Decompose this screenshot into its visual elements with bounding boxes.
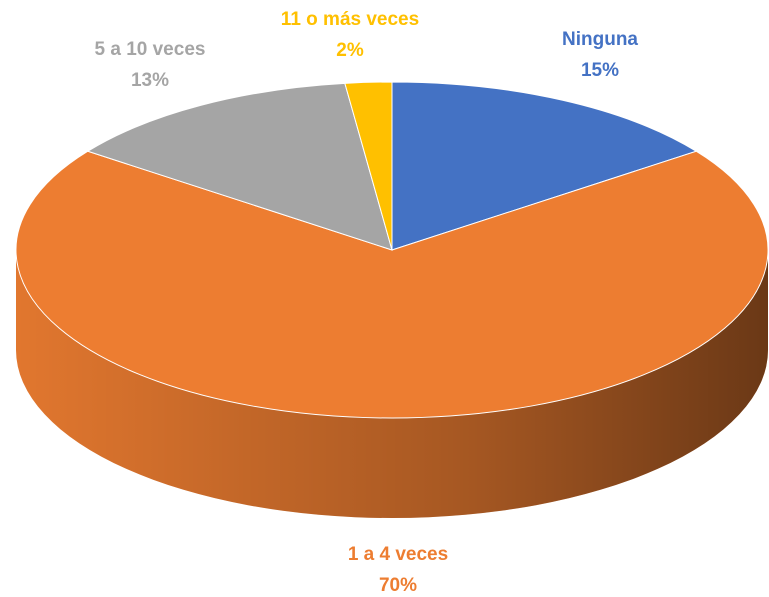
slice-side-shade — [16, 250, 768, 518]
data-label-value: 2% — [336, 40, 364, 61]
data-label-name: 5 a 10 veces — [95, 39, 206, 60]
data-label-value: 13% — [131, 70, 169, 91]
slice — [391, 81, 698, 251]
data-label-value: 15% — [581, 60, 619, 81]
slice — [344, 81, 393, 251]
slice — [15, 150, 769, 419]
data-label-name: 1 a 4 veces — [348, 544, 448, 565]
data-label-name: Ninguna — [562, 29, 638, 50]
data-label-value: 70% — [379, 575, 417, 596]
slice — [86, 82, 393, 251]
data-label-name: 11 o más veces — [281, 9, 419, 30]
